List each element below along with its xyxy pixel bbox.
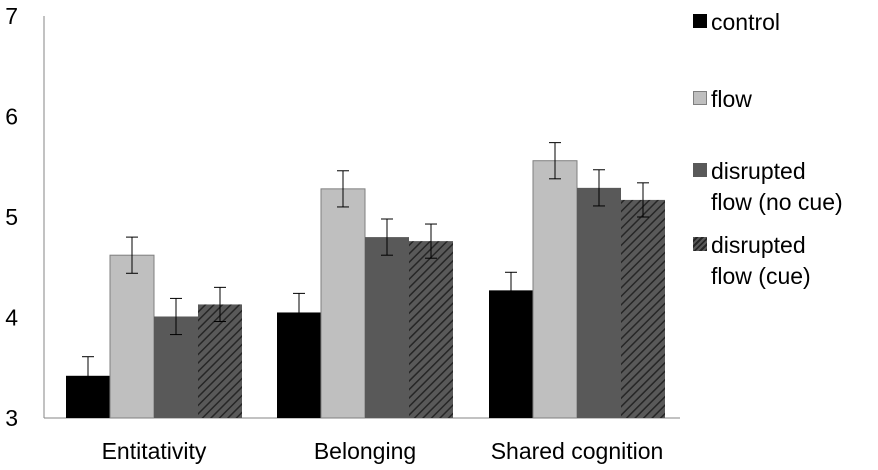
x-tick-label: Entitativity <box>102 438 207 464</box>
error-bar-disrupted-no-cue <box>381 218 393 256</box>
x-tick-label: Shared cognition <box>491 438 664 464</box>
legend-swatch-disrupted-cue <box>693 237 707 251</box>
error-bar-flow <box>337 170 349 208</box>
bar-disrupted-cue <box>621 199 665 418</box>
error-bar-disrupted-no-cue <box>593 169 605 207</box>
error-bar-control <box>505 271 517 309</box>
legend-label: disrupted flow (no cue) <box>711 158 843 215</box>
bar-disrupted-no-cue <box>365 237 409 418</box>
error-bar-control <box>82 356 94 396</box>
y-tick-label: 3 <box>5 405 18 431</box>
legend-label: control <box>711 9 781 35</box>
y-tick-label: 7 <box>5 3 18 29</box>
x-axis-labels: Entitativity Belonging Shared cognition <box>102 438 664 464</box>
y-tick-label: 4 <box>5 305 18 331</box>
bar-flow <box>109 254 155 419</box>
legend-swatch-control <box>693 14 707 28</box>
bar-flow <box>532 160 578 419</box>
legend-item-flow: flow <box>693 84 752 115</box>
legend-label: disrupted flow (cue) <box>711 232 811 289</box>
legend-label: flow <box>711 86 752 112</box>
legend-item-disrupted-cue: disrupted flow (cue) <box>693 230 811 292</box>
error-bar-disrupted-cue <box>214 286 226 323</box>
error-bars <box>82 142 649 396</box>
bars <box>66 160 665 419</box>
legend-item-control: control <box>693 7 780 38</box>
error-bar-disrupted-cue <box>425 223 437 259</box>
x-tick-label: Belonging <box>314 438 416 464</box>
bar-disrupted-no-cue <box>577 187 621 418</box>
error-bar-flow <box>126 236 138 274</box>
bar-control <box>489 290 533 418</box>
y-tick-label: 6 <box>5 104 18 130</box>
error-bar-flow <box>549 142 561 180</box>
bar-flow <box>320 188 366 419</box>
legend-item-disrupted-no-cue: disrupted flow (no cue) <box>693 156 843 218</box>
error-bar-disrupted-no-cue <box>170 297 182 336</box>
legend-swatch-disrupted-no-cue <box>693 163 707 177</box>
y-axis-ticks: 3 4 5 6 7 <box>5 3 18 431</box>
y-tick-label: 5 <box>5 204 18 230</box>
bar-disrupted-cue <box>409 241 453 418</box>
bar-disrupted-cue <box>198 304 242 418</box>
error-bar-control <box>293 292 305 333</box>
legend-swatch-flow <box>693 91 707 105</box>
error-bar-disrupted-cue <box>637 182 649 218</box>
